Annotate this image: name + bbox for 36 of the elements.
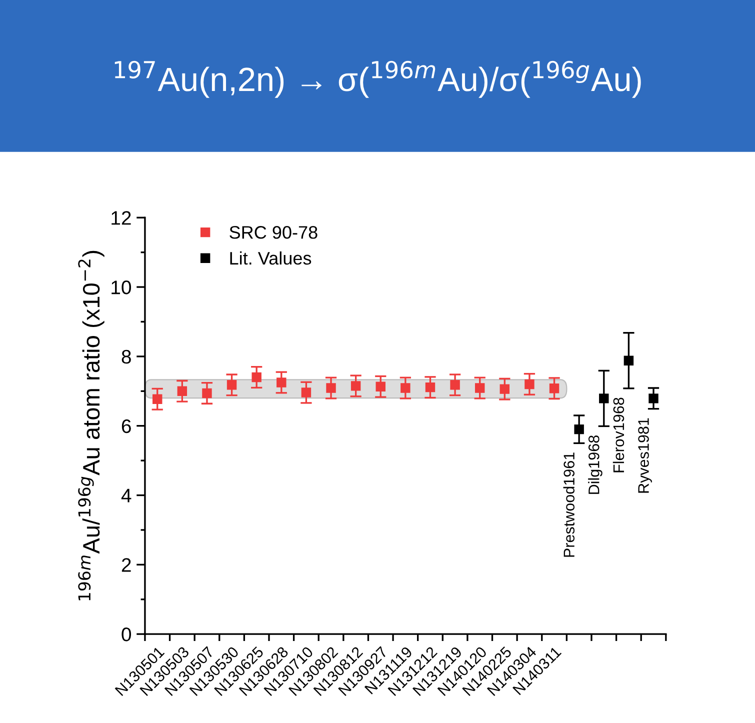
point: [500, 384, 510, 394]
point: [474, 383, 485, 393]
y-tick-label: 2: [122, 558, 131, 572]
x-tick-label: Ryves1981: [638, 418, 652, 493]
point: [599, 394, 609, 404]
y-tick-label: 8: [122, 350, 131, 364]
point: [252, 372, 262, 382]
chart-title: $^{197}$Au(n,2n) → σ($^{196m}$Au)/σ($^{196g}$Au): [114, 60, 641, 98]
y-tick-label: 6: [122, 419, 131, 434]
y-tick-label: 12: [112, 211, 131, 225]
x-tick-label: Prestwood1961: [563, 452, 575, 557]
point: [624, 356, 634, 366]
point: [524, 379, 534, 390]
y-axis-title: $^{196m}$Au/$^{196g}$Au atom ratio (x10$^{−2}$): [78, 250, 104, 600]
point: [276, 378, 286, 388]
point: [648, 394, 658, 404]
x-tick-label: Flerov1968: [612, 398, 624, 472]
y-tick-label: 4: [121, 488, 132, 502]
point: [376, 382, 386, 392]
y-tick-label: 0: [122, 628, 132, 642]
point: [400, 383, 410, 393]
point: [226, 380, 237, 390]
point: [177, 386, 188, 396]
legend-label: SRC 90-78: [230, 226, 318, 239]
point: [549, 384, 560, 394]
point: [326, 383, 336, 393]
point: [350, 381, 361, 391]
point: [450, 380, 460, 390]
point: [202, 388, 212, 398]
point: [574, 424, 584, 434]
point: [301, 388, 312, 398]
legend-label: Lit. Values: [230, 251, 312, 265]
point: [152, 394, 162, 404]
y-tick-label: 10: [112, 280, 132, 294]
point: [425, 382, 436, 392]
x-tick-label: Dilg1968: [588, 436, 602, 494]
